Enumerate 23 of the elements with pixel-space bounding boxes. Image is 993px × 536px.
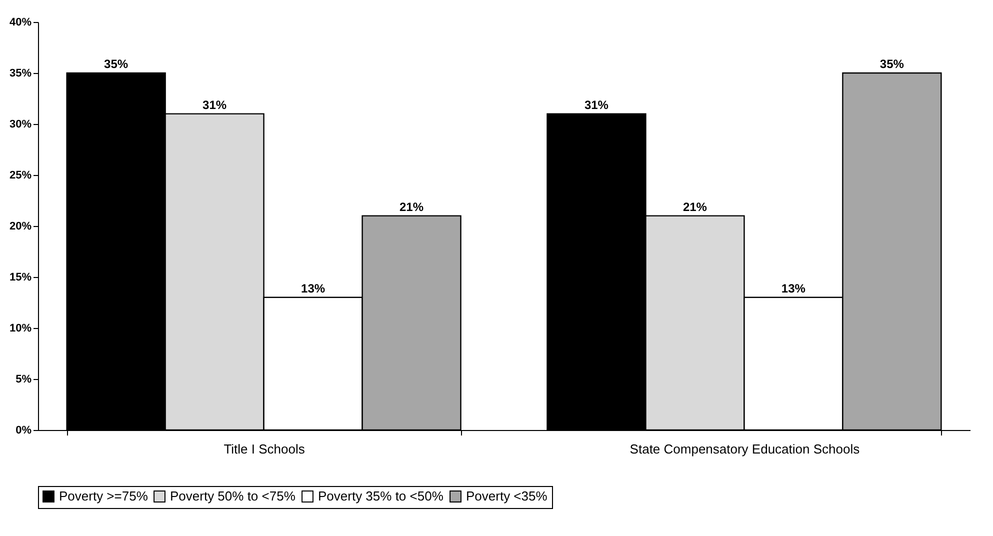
x-tick-label: State Compensatory Education Schools <box>630 442 860 456</box>
y-tick-label: 15% <box>9 272 32 284</box>
legend-label: Poverty >=75% <box>59 488 148 504</box>
x-tick-label: Title I Schools <box>224 442 306 456</box>
y-tick-label: 30% <box>9 118 32 130</box>
data-label: 21% <box>682 200 708 214</box>
legend-label: Poverty <35% <box>466 488 548 504</box>
legend-label: Poverty 35% to <50% <box>318 488 444 504</box>
data-label: 35% <box>104 57 128 71</box>
y-tick-label: 35% <box>9 68 32 80</box>
data-label: 21% <box>400 200 424 214</box>
legend-label: Poverty 50% to <75% <box>170 488 296 504</box>
y-tick-label: 20% <box>9 220 32 232</box>
y-tick-label: 0% <box>16 424 32 436</box>
data-label: 13% <box>301 281 326 296</box>
y-tick-label: 5% <box>16 374 32 386</box>
y-tick-label: 10% <box>9 322 32 334</box>
data-label: 31% <box>584 98 609 112</box>
data-label: 35% <box>880 57 904 71</box>
y-tick-label: 25% <box>9 170 32 182</box>
data-label: 31% <box>202 98 227 112</box>
y-tick-label: 40% <box>9 16 32 28</box>
data-label: 13% <box>781 281 806 296</box>
